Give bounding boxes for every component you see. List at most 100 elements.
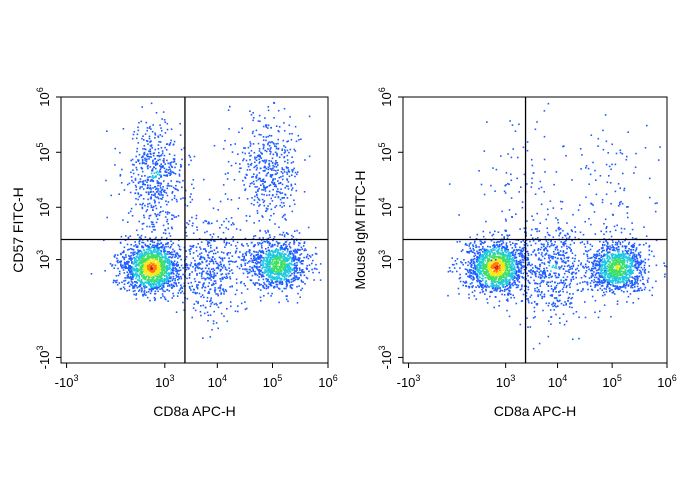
event-dot — [283, 276, 286, 279]
event-dot — [146, 265, 149, 268]
event-dot — [154, 204, 157, 207]
event-dot — [286, 248, 289, 250]
event-dot — [137, 142, 140, 144]
population-cluster — [154, 184, 263, 339]
event-dot — [149, 247, 151, 250]
event-dot — [465, 242, 467, 245]
event-dot — [284, 258, 286, 261]
event-dot — [280, 260, 283, 262]
event-dot — [151, 244, 154, 247]
event-dot — [283, 279, 285, 281]
event-dot — [524, 231, 526, 233]
event-dot — [194, 292, 196, 294]
tick-base: 10 — [37, 203, 52, 217]
event-dot — [159, 264, 161, 267]
event-dot — [150, 128, 152, 130]
event-dot — [129, 235, 132, 237]
event-dot — [151, 147, 153, 149]
event-dot — [247, 163, 249, 165]
event-dot — [138, 241, 140, 243]
event-dot — [258, 237, 261, 239]
event-dot — [180, 148, 183, 151]
event-dot — [481, 288, 483, 291]
event-dot — [191, 225, 194, 227]
event-dot — [141, 223, 144, 225]
event-dot — [499, 269, 501, 272]
event-dot — [146, 127, 149, 129]
event-dot — [479, 264, 482, 267]
event-dot — [270, 135, 273, 137]
event-dot — [165, 171, 168, 173]
event-dot — [186, 277, 188, 280]
event-dot — [170, 270, 172, 272]
event-dot — [527, 286, 530, 288]
event-dot — [160, 211, 162, 213]
event-dot — [172, 285, 174, 288]
event-dot — [202, 304, 205, 307]
event-dot — [135, 137, 138, 140]
event-dot — [287, 259, 289, 261]
event-dot — [495, 241, 498, 244]
event-dot — [158, 264, 160, 267]
event-dot — [130, 269, 133, 272]
event-dot — [143, 287, 146, 289]
event-dot — [279, 252, 281, 254]
event-dot — [128, 281, 130, 284]
event-dot — [156, 287, 159, 290]
event-dot — [171, 263, 174, 265]
event-dot — [500, 240, 502, 242]
event-dot — [243, 255, 245, 258]
event-dot — [213, 275, 215, 278]
event-dot — [491, 270, 493, 273]
event-dot — [256, 201, 259, 204]
event-dot — [268, 165, 271, 167]
event-dot — [168, 264, 171, 267]
event-dot — [481, 274, 484, 276]
event-dot — [497, 260, 499, 263]
event-dot — [272, 268, 274, 270]
event-dot — [180, 284, 182, 286]
event-dot — [246, 198, 249, 200]
event-dot — [296, 239, 298, 242]
event-dot — [475, 274, 477, 276]
event-dot — [486, 302, 489, 304]
event-dot — [136, 267, 139, 270]
event-dot — [511, 273, 513, 275]
event-dot — [269, 141, 272, 144]
event-dot — [135, 255, 138, 258]
event-dot — [510, 263, 512, 266]
event-dot — [276, 252, 279, 255]
event-dot — [147, 205, 149, 208]
event-dot — [222, 252, 225, 254]
event-dot — [219, 227, 221, 229]
event-dot — [274, 151, 277, 154]
tick-exponent: 3 — [73, 373, 78, 383]
event-dot — [159, 256, 161, 259]
event-dot — [279, 246, 282, 249]
event-dot — [150, 275, 152, 278]
event-dot — [277, 249, 280, 251]
event-dot — [167, 282, 169, 285]
event-dot — [174, 173, 177, 175]
event-dot — [134, 251, 136, 253]
event-dot — [267, 143, 269, 146]
event-dot — [209, 305, 212, 308]
event-dot — [133, 245, 135, 247]
event-dot — [244, 308, 247, 311]
event-dot — [217, 287, 220, 289]
event-dot — [501, 254, 504, 256]
event-dot — [153, 272, 156, 274]
event-dot — [255, 177, 258, 179]
event-dot — [209, 300, 211, 303]
event-dot — [295, 249, 298, 252]
event-dot — [262, 264, 264, 267]
event-dot — [271, 182, 274, 184]
event-dot — [197, 302, 199, 305]
event-dot — [283, 197, 285, 199]
event-dot — [514, 254, 516, 256]
event-dot — [167, 182, 169, 185]
event-dot — [147, 274, 150, 276]
event-dot — [279, 277, 282, 280]
event-dot — [258, 242, 261, 244]
event-dot — [252, 269, 254, 271]
